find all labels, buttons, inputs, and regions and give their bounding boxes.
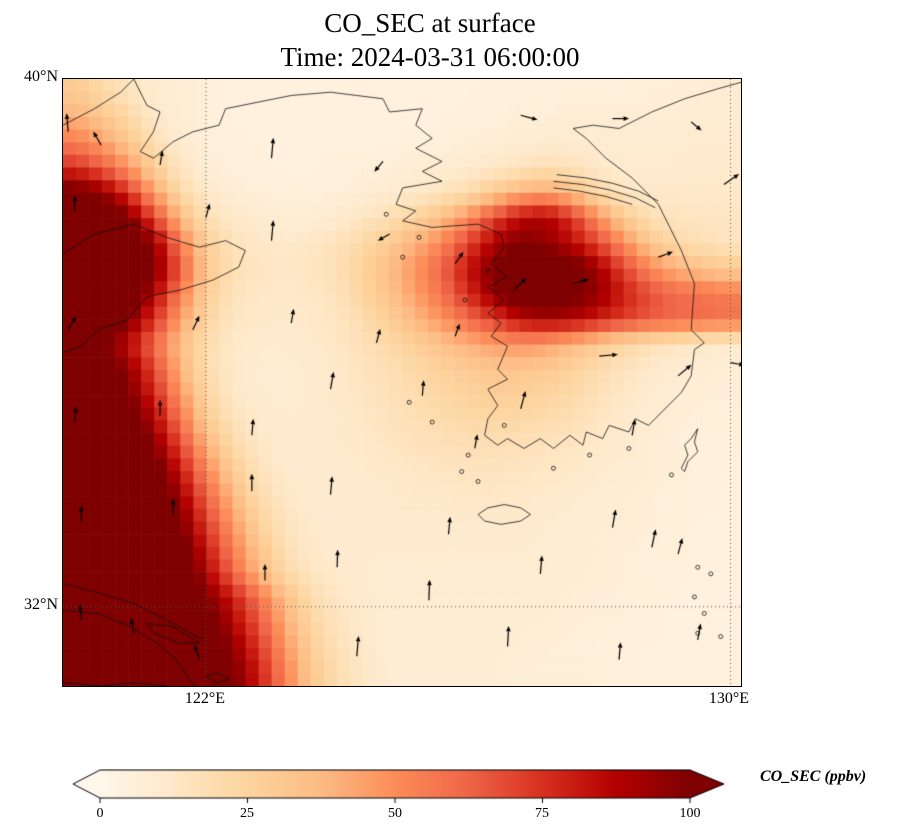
xtick-label-122e: 122°E xyxy=(184,690,226,707)
colorbar xyxy=(72,769,725,805)
colorbar-canvas xyxy=(72,769,725,805)
colorbar-tick-0: 0 xyxy=(96,806,104,821)
colorbar-tick-75: 75 xyxy=(535,806,549,821)
xtick-label-130e: 130°E xyxy=(708,690,750,707)
colorbar-label: CO_SEC (ppbv) xyxy=(760,768,867,785)
title-block: CO_SEC at surface Time: 2024-03-31 06:00… xyxy=(0,6,860,74)
chart-subtitle-time: Time: 2024-03-31 06:00:00 xyxy=(280,42,580,72)
ytick-label-32n: 32°N xyxy=(24,596,58,613)
colorbar-tick-50: 50 xyxy=(388,806,402,821)
chart-title: CO_SEC at surface xyxy=(324,8,536,38)
colorbar-tick-100: 100 xyxy=(679,806,701,821)
colorbar-tick-25: 25 xyxy=(240,806,254,821)
ytick-label-40n: 40°N xyxy=(24,68,58,85)
map-canvas xyxy=(63,79,741,686)
map-axes xyxy=(62,78,742,687)
